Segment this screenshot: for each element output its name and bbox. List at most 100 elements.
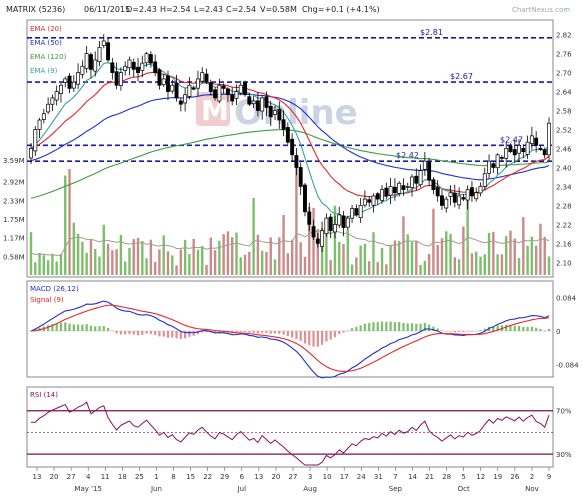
month-label: Jun [150,485,162,493]
volume-bar [243,254,247,275]
macd-histogram-bar [483,328,486,331]
macd-histogram-bar [256,331,259,334]
volume-bar [479,256,482,275]
x-tick-label: 27 [289,473,298,481]
rsi-layer [27,401,553,466]
macd-histogram-bar [355,326,358,331]
candle-body [337,214,342,226]
macd-histogram-bar [94,326,97,331]
candle-body [448,192,453,197]
volume-bar [201,246,204,275]
candle-body [465,189,470,201]
logo-watermark: M Online [196,92,358,133]
candle-body [251,100,256,104]
month-label: Aug [303,485,317,493]
candle-body [277,108,282,121]
price-tick-label: 2.70 [556,70,572,78]
candle-body [225,88,230,96]
macd-histogram-bar [505,324,508,331]
macd-histogram-bar [535,327,538,331]
candle-body [59,84,63,94]
macd-histogram-bar [184,331,187,339]
candle-body [221,85,226,89]
x-tick-label: 6 [240,473,245,481]
x-tick-label: 8 [171,473,175,481]
volume-bar [483,254,486,275]
volume-bar [115,249,118,275]
volume-bar [295,166,298,275]
x-tick-label: 9 [547,473,551,481]
macd-histogram-bar [47,325,50,331]
volume-bar [389,245,392,275]
volume-bar [355,257,358,275]
x-tick-label: 5 [461,473,465,481]
candle-body [50,97,55,105]
candle-body [217,84,222,102]
candle-body [234,91,239,99]
macd-histogram-bar [64,322,67,331]
candle-body [384,187,389,197]
candle-body [444,198,449,209]
x-tick-label: 25 [135,473,144,481]
volume-bar [111,250,114,275]
candle-body [388,186,393,196]
candle-body [196,78,200,89]
volume-bar [453,257,457,275]
volume-bar [543,236,546,275]
macd-histogram-bar [213,331,217,334]
macd-histogram-bar [385,321,388,331]
macd-histogram-bar [406,323,409,331]
volume-bar [449,233,452,275]
volume-bar [380,247,384,275]
candle-body [294,155,299,168]
candle-body [303,184,307,213]
ema120-line [30,129,550,199]
volume-bar [252,198,255,275]
candle-body [80,65,85,75]
header-open: O=2.43 [126,5,157,14]
candle-body [401,185,406,190]
volume-bar [51,253,54,275]
volume-bar [475,251,478,275]
macd-histogram-bar [530,326,533,331]
x-tick-label: 15 [186,473,195,481]
candle-body [431,179,436,190]
macd-histogram-bar [449,331,452,332]
rsi-tick-label: 70% [556,408,572,416]
macd-histogram-bar [106,327,110,331]
volume-bar [55,261,58,275]
macd-histogram-bar [235,331,238,333]
header-high: H=2.54 [160,5,191,14]
volume-bar [119,234,123,275]
volume-bar [98,256,101,275]
x-tick-label: 22 [203,473,212,481]
candle-body [281,119,286,130]
macd-histogram-bar [517,325,521,331]
macd-histogram-bar [415,323,418,331]
volume-layer [29,166,551,275]
candle-body [461,197,466,200]
volume-tick-label: 1.17M [3,235,25,243]
volume-bar [269,237,272,275]
volume-bar [308,206,311,275]
macd-histogram-bar [522,326,525,331]
volume-bar [218,240,221,275]
candle-body [491,163,496,168]
macd-histogram-bar [141,331,144,335]
macd-histogram-bar [436,328,439,331]
candle-body [140,62,145,71]
macd-histogram-bar [423,322,426,331]
volume-bar [423,260,427,275]
volume-tick-label: 3.59M [3,157,25,165]
price-tick-label: 2.82 [556,32,572,40]
macd-histogram-bar [432,326,435,331]
macd-histogram-bar [55,323,58,331]
candle-body [118,72,123,86]
volume-bar [102,224,105,275]
candle-layer [29,34,551,253]
macd-histogram-bar [68,323,71,331]
price-tick-label: 2.40 [556,164,572,172]
candle-body [161,78,166,86]
volume-bar [415,240,418,275]
candle-body [63,78,68,83]
